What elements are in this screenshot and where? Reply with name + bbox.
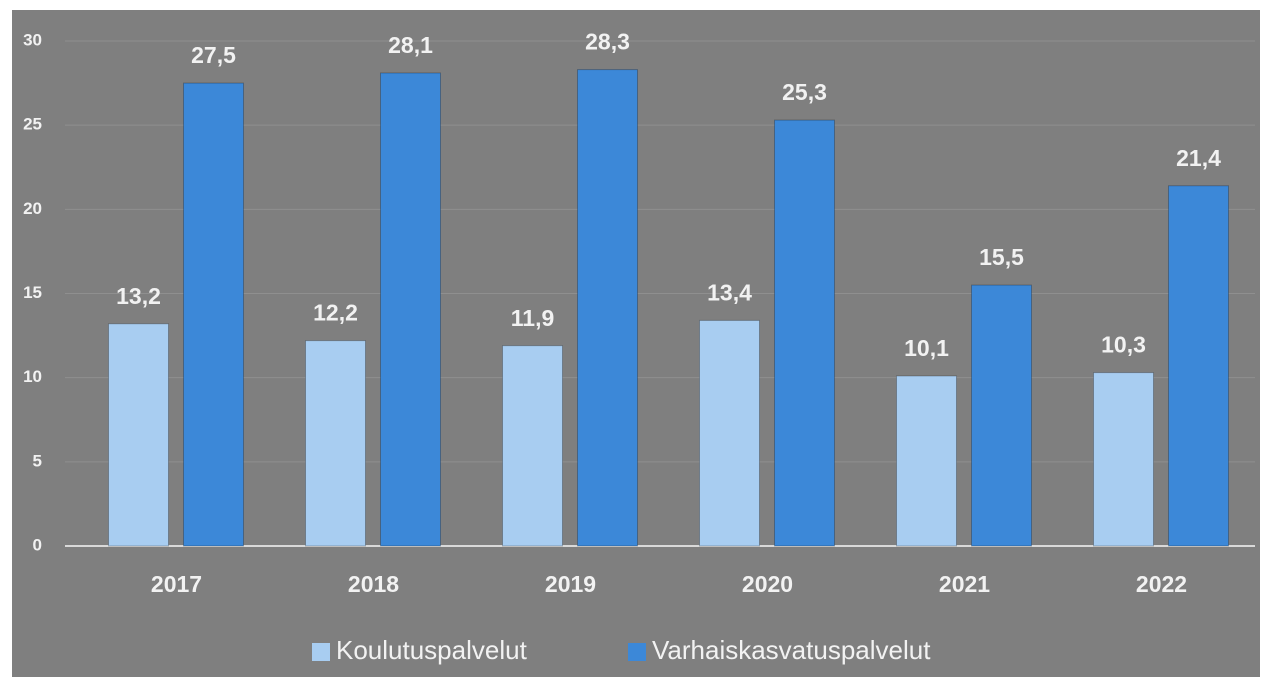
legend-label: Varhaiskasvatuspalvelut: [652, 635, 931, 665]
x-tick-label: 2018: [348, 571, 399, 597]
value-label: 15,5: [979, 244, 1024, 270]
bar: [577, 69, 638, 547]
value-label: 13,2: [116, 283, 161, 309]
x-tick-label: 2022: [1136, 571, 1187, 597]
bar: [1168, 185, 1229, 547]
bar: [108, 323, 169, 547]
bar: [305, 340, 366, 547]
bar: [183, 82, 244, 547]
x-tick-label: 2021: [939, 571, 990, 597]
y-tick-label: 10: [23, 367, 42, 386]
y-tick-label: 5: [33, 451, 42, 470]
y-tick-label: 25: [23, 115, 42, 134]
bar: [896, 375, 957, 547]
legend-swatch: [312, 643, 330, 661]
value-label: 27,5: [191, 42, 236, 68]
bar: [774, 119, 835, 547]
bar: [502, 345, 563, 547]
legend-label: Koulutuspalvelut: [336, 635, 528, 665]
x-tick-label: 2017: [151, 571, 202, 597]
value-label: 10,1: [904, 335, 949, 361]
bar: [380, 72, 441, 547]
value-label: 28,1: [388, 32, 433, 58]
value-label: 21,4: [1176, 145, 1221, 171]
x-tick-label: 2020: [742, 571, 793, 597]
bar: [1093, 372, 1154, 547]
value-label: 11,9: [511, 305, 555, 331]
bar: [699, 319, 760, 547]
bar: [971, 284, 1032, 547]
legend-swatch: [628, 643, 646, 661]
y-tick-label: 20: [23, 199, 42, 218]
value-label: 13,4: [707, 280, 752, 306]
y-tick-label: 15: [23, 283, 42, 302]
value-label: 28,3: [585, 29, 630, 55]
value-label: 25,3: [782, 79, 827, 105]
y-tick-label: 0: [33, 535, 42, 554]
value-label: 10,3: [1101, 332, 1146, 358]
x-tick-label: 2019: [545, 571, 596, 597]
y-tick-label: 30: [23, 30, 42, 49]
value-label: 12,2: [313, 300, 358, 326]
